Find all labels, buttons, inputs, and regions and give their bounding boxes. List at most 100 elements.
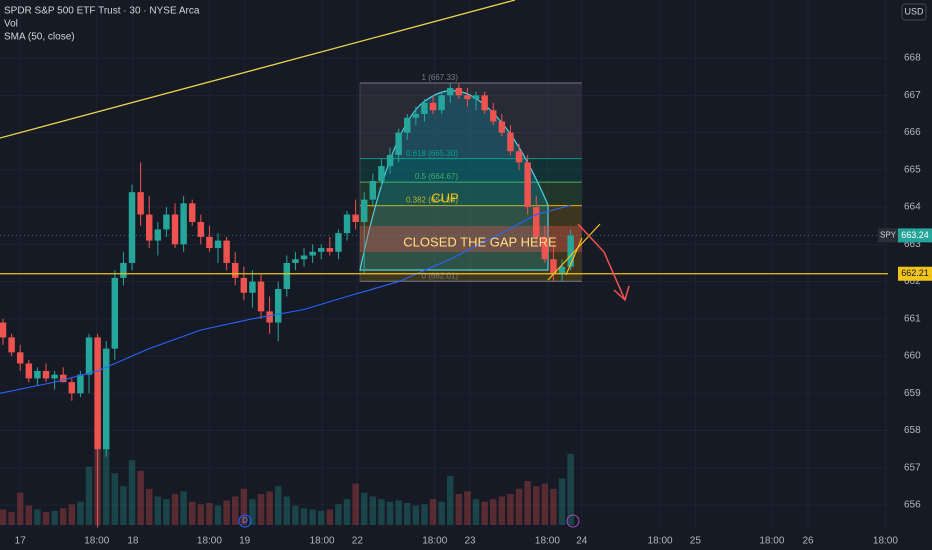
candle-body: [197, 221, 205, 237]
symbol-box: [878, 228, 898, 243]
currency-box[interactable]: [901, 3, 927, 21]
candle-body: [472, 95, 480, 100]
symbol-label: SPY: [880, 230, 897, 239]
y-tick-label: 667: [904, 90, 921, 101]
candle-body: [51, 374, 58, 379]
last-price-label: 663.24: [901, 230, 929, 240]
volume-bar: [111, 473, 119, 525]
volume-bar: [68, 504, 76, 525]
candle-body: [335, 233, 342, 252]
volume-bar: [558, 478, 566, 525]
candle-body: [309, 251, 316, 256]
volume-bar: [541, 483, 549, 525]
candle-body: [206, 236, 213, 249]
volume-bar: [102, 447, 110, 525]
volume-bar: [567, 453, 574, 525]
y-tick-label: 665: [904, 164, 921, 175]
volume-bar: [550, 488, 557, 525]
candle-body: [154, 229, 162, 241]
candle-body: [386, 154, 394, 167]
event-icon[interactable]: [238, 514, 252, 528]
candle-body: [533, 207, 540, 237]
candle-body: [541, 236, 549, 260]
volume-bar: [206, 503, 213, 525]
candle-body: [455, 87, 463, 96]
candle-body: [68, 382, 76, 394]
volume-bar: [421, 504, 428, 525]
volume-bar: [231, 496, 239, 525]
volume-bar: [0, 509, 7, 525]
volume-bar: [249, 499, 256, 525]
event-label[interactable]: D: [242, 516, 248, 525]
currency[interactable]: USD: [904, 6, 924, 16]
candle-body: [318, 248, 325, 252]
candle-body: [515, 151, 523, 163]
x-tick-label: 18:00: [310, 536, 335, 547]
x-tick-label: 18: [127, 536, 139, 547]
y-tick-label: 662: [904, 276, 921, 287]
candle-body: [404, 117, 411, 133]
legend-sma: SMA (50, close): [4, 32, 75, 43]
volume-bar: [197, 504, 205, 525]
candle-body: [128, 192, 136, 263]
candle-body: [343, 214, 351, 234]
volume-bar: [498, 496, 506, 525]
volume-bar: [275, 486, 282, 525]
candle-body: [77, 374, 84, 394]
y-tick-label: 660: [904, 351, 921, 362]
candle-body: [145, 214, 153, 241]
drawn-line: [565, 237, 583, 276]
y-tick-label: 661: [904, 313, 921, 324]
x-tick-label: 18:00: [873, 536, 898, 547]
volume-bar: [447, 475, 454, 525]
candle-body: [292, 259, 299, 263]
volume-bar: [51, 510, 58, 525]
volume-bar: [16, 492, 24, 525]
y-tick-label: 664: [904, 202, 921, 213]
annotation: CUP: [431, 190, 458, 205]
volume-bar: [188, 501, 196, 525]
candle-body: [257, 281, 265, 312]
volume-bar: [85, 466, 93, 525]
x-tick-label: 18:00: [648, 536, 673, 547]
candle-body: [0, 322, 7, 338]
volume-bar: [292, 505, 299, 525]
arrow-head: [613, 285, 630, 302]
candle-body: [412, 113, 420, 118]
volume-bar: [8, 512, 15, 525]
candle-body: [42, 370, 50, 379]
candle-body: [369, 181, 377, 200]
candle-body: [266, 311, 273, 323]
candle-body: [137, 192, 144, 215]
candle-body: [378, 166, 385, 182]
volume-bar: [455, 493, 463, 525]
candle-body: [214, 240, 222, 249]
volume-bar: [395, 500, 402, 525]
candle-body: [567, 235, 574, 267]
x-tick-label: 18:00: [759, 536, 784, 547]
candle-body: [283, 262, 291, 290]
candle-body: [421, 102, 428, 114]
event-icon[interactable]: [566, 514, 580, 528]
volume-bar: [438, 501, 445, 525]
volume-bar: [283, 496, 291, 525]
y-tick-label: 668: [904, 53, 921, 64]
volume-bar: [343, 499, 351, 525]
volume-bar: [180, 491, 187, 525]
candle-body: [361, 199, 368, 222]
x-tick-label: 17: [15, 536, 27, 547]
fib-label: 0 (662.01): [422, 271, 459, 280]
candle-body: [429, 102, 437, 111]
x-tick-label: 25: [690, 536, 702, 547]
axes: 656 657 658 659 660 661 662 663 664 665 666 667 668 1…: [15, 53, 932, 547]
candle-body: [85, 337, 93, 375]
fib-label: 0.382 (664.04): [406, 196, 458, 205]
volume-bar: [481, 501, 488, 525]
arrow: [577, 223, 626, 301]
candle-body: [275, 289, 282, 323]
volume-bar: [309, 509, 316, 525]
volume-bar: [335, 504, 342, 525]
volume-bar: [77, 501, 84, 525]
